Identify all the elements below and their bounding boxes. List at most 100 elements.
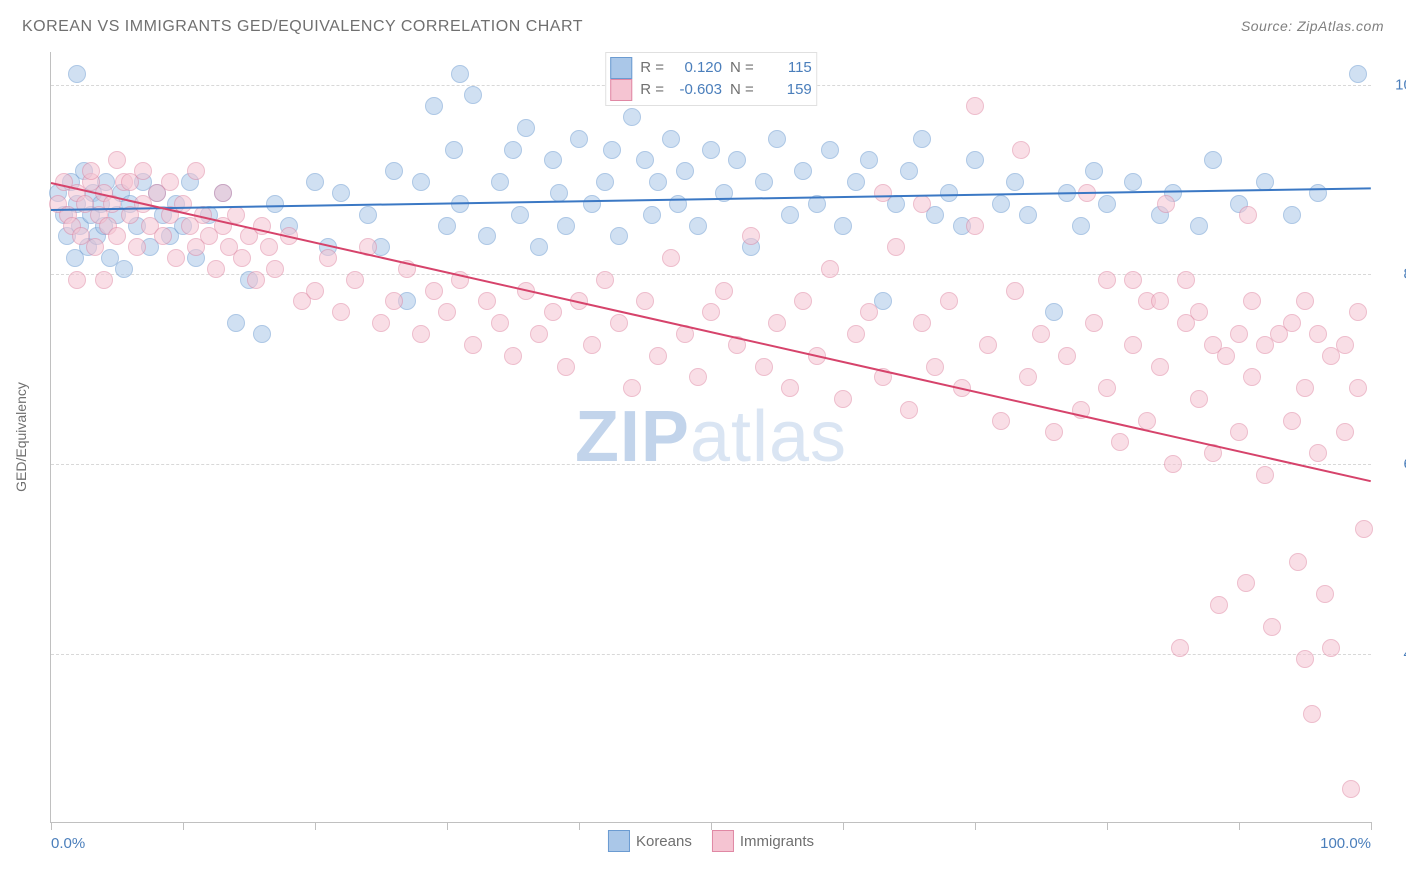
- scatter-point: [570, 130, 588, 148]
- scatter-point: [306, 282, 324, 300]
- scatter-point: [794, 292, 812, 310]
- scatter-point: [992, 412, 1010, 430]
- y-axis-label: GED/Equivalency: [13, 382, 29, 492]
- scatter-point: [781, 379, 799, 397]
- scatter-point: [636, 151, 654, 169]
- scatter-point: [346, 271, 364, 289]
- ytick-label: 65.0%: [1381, 456, 1406, 473]
- legend-label-koreans: Koreans: [636, 833, 692, 850]
- scatter-point: [662, 130, 680, 148]
- scatter-point: [728, 151, 746, 169]
- xtick: [579, 822, 580, 830]
- scatter-point: [1263, 618, 1281, 636]
- scatter-point: [227, 206, 245, 224]
- r-value-koreans: 0.120: [672, 57, 722, 79]
- scatter-point: [1342, 780, 1360, 798]
- xtick: [1371, 822, 1372, 830]
- scatter-point: [1303, 705, 1321, 723]
- scatter-point: [115, 260, 133, 278]
- scatter-point: [1256, 466, 1274, 484]
- scatter-point: [306, 173, 324, 191]
- scatter-point: [154, 227, 172, 245]
- chart-container: KOREAN VS IMMIGRANTS GED/EQUIVALENCY COR…: [0, 0, 1406, 892]
- scatter-point: [794, 162, 812, 180]
- scatter-point: [649, 173, 667, 191]
- scatter-point: [451, 65, 469, 83]
- scatter-point: [1012, 141, 1030, 159]
- scatter-point: [504, 347, 522, 365]
- scatter-point: [504, 141, 522, 159]
- scatter-point: [583, 336, 601, 354]
- scatter-point: [1058, 347, 1076, 365]
- xtick: [975, 822, 976, 830]
- scatter-point: [557, 217, 575, 235]
- scatter-point: [1032, 325, 1050, 343]
- scatter-point: [253, 325, 271, 343]
- scatter-point: [643, 206, 661, 224]
- scatter-point: [86, 238, 104, 256]
- scatter-point: [1098, 379, 1116, 397]
- scatter-point: [636, 292, 654, 310]
- scatter-point: [544, 151, 562, 169]
- xtick: [1239, 822, 1240, 830]
- scatter-point: [1138, 412, 1156, 430]
- legend-row-immigrants: R = -0.603 N = 159: [610, 79, 812, 101]
- scatter-point: [966, 217, 984, 235]
- legend-label-immigrants: Immigrants: [740, 833, 814, 850]
- scatter-point: [1349, 65, 1367, 83]
- scatter-point: [900, 162, 918, 180]
- legend-item-immigrants: Immigrants: [712, 830, 814, 852]
- scatter-point: [603, 141, 621, 159]
- scatter-point: [1190, 390, 1208, 408]
- xtick-label: 0.0%: [51, 835, 85, 852]
- scatter-point: [517, 119, 535, 137]
- scatter-point: [332, 303, 350, 321]
- scatter-point: [108, 227, 126, 245]
- scatter-point: [1349, 379, 1367, 397]
- scatter-point: [491, 314, 509, 332]
- scatter-point: [900, 401, 918, 419]
- scatter-point: [412, 325, 430, 343]
- scatter-point: [187, 162, 205, 180]
- scatter-point: [1296, 292, 1314, 310]
- scatter-point: [662, 249, 680, 267]
- scatter-point: [1283, 412, 1301, 430]
- scatter-point: [860, 151, 878, 169]
- scatter-point: [834, 217, 852, 235]
- scatter-point: [478, 292, 496, 310]
- scatter-point: [121, 173, 139, 191]
- scatter-point: [425, 97, 443, 115]
- scatter-point: [1289, 553, 1307, 571]
- scatter-point: [372, 314, 390, 332]
- scatter-point: [247, 271, 265, 289]
- scatter-point: [68, 271, 86, 289]
- scatter-point: [1177, 271, 1195, 289]
- scatter-point: [649, 347, 667, 365]
- scatter-point: [1006, 282, 1024, 300]
- scatter-point: [128, 238, 146, 256]
- scatter-point: [412, 173, 430, 191]
- scatter-point: [781, 206, 799, 224]
- scatter-point: [167, 249, 185, 267]
- ytick-label: 100.0%: [1381, 76, 1406, 93]
- scatter-point: [610, 227, 628, 245]
- r-value-immigrants: -0.603: [672, 79, 722, 101]
- scatter-point: [108, 151, 126, 169]
- watermark: ZIPatlas: [575, 396, 847, 478]
- scatter-point: [1309, 184, 1327, 202]
- n-label: N =: [730, 57, 754, 79]
- scatter-point: [1019, 206, 1037, 224]
- xtick: [51, 822, 52, 830]
- scatter-point: [1124, 336, 1142, 354]
- scatter-point: [1045, 303, 1063, 321]
- scatter-point: [332, 184, 350, 202]
- scatter-point: [1151, 292, 1169, 310]
- r-label: R =: [640, 79, 664, 101]
- n-value-koreans: 115: [762, 57, 812, 79]
- scatter-point: [583, 195, 601, 213]
- scatter-point: [1237, 574, 1255, 592]
- scatter-point: [966, 151, 984, 169]
- chart-title: KOREAN VS IMMIGRANTS GED/EQUIVALENCY COR…: [22, 18, 583, 36]
- scatter-point: [702, 141, 720, 159]
- scatter-point: [913, 130, 931, 148]
